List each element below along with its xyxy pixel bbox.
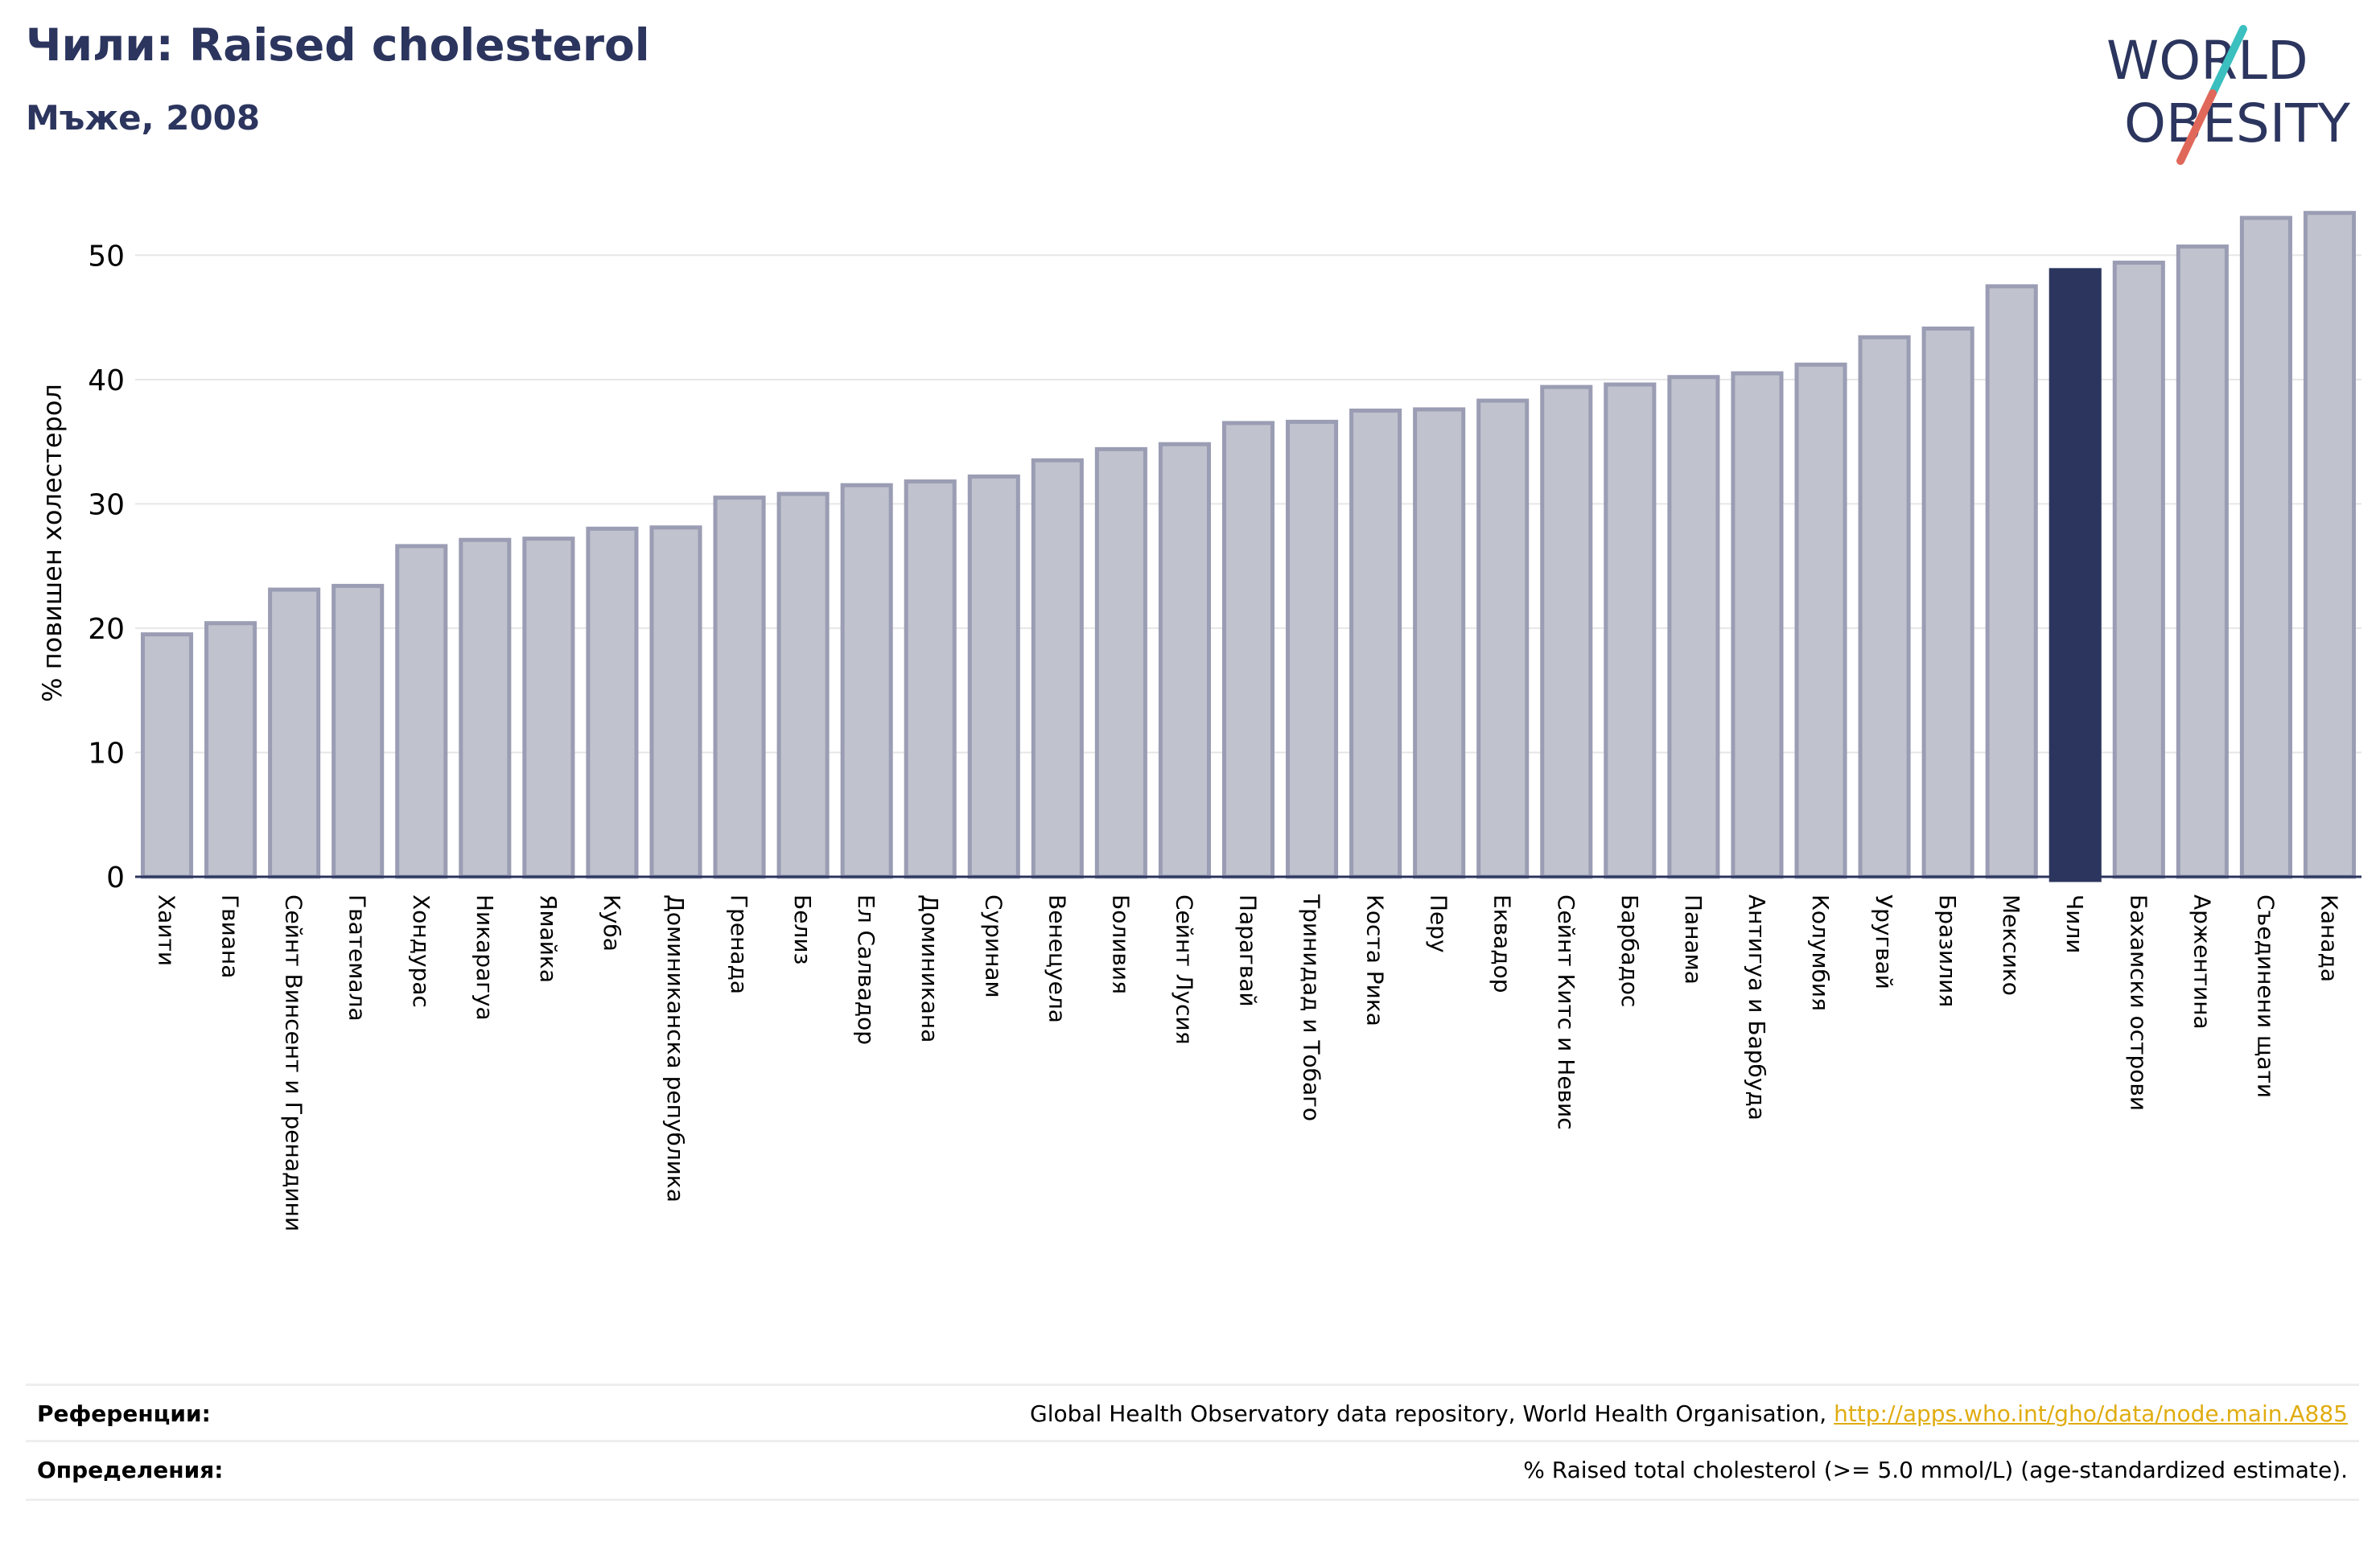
x-tick-label: Антигуа и Барбуда [1744, 894, 1770, 1121]
x-tick-label: Венецуела [1044, 894, 1070, 1023]
x-tick-label: Хондурас [408, 894, 434, 1008]
definitions-label: Определения: [37, 1457, 224, 1483]
bar [1221, 421, 1275, 879]
x-tick-label: Канада [2316, 894, 2342, 982]
sources-value: Global Health Observatory data repositor… [1030, 1400, 2348, 1427]
bar [1858, 335, 1911, 879]
x-tick-label: Хаити [154, 894, 180, 966]
bar [2176, 244, 2229, 879]
bar [1286, 419, 1339, 879]
x-tick-label: Доминикана [916, 894, 943, 1042]
y-tick-label: 50 [88, 240, 125, 273]
x-tick-label: Съединени щати [2252, 894, 2279, 1098]
bar [1604, 382, 1657, 879]
x-tick-label: Чили [2061, 894, 2088, 954]
x-tick-label: Сейнт Винсент и Гренадини [281, 894, 307, 1232]
x-tick-label: Никарагуа [471, 894, 498, 1021]
world-obesity-logo: WORLD OBESITY [2106, 25, 2351, 165]
logo-word-world: WORLD [2106, 30, 2308, 92]
bar [586, 526, 639, 879]
x-tick-label: Сейнт Китс и Невис [1553, 894, 1579, 1130]
x-tick-label: Белиз [789, 894, 816, 964]
x-tick-label: Еквадор [1489, 894, 1516, 993]
x-tick-label: Барбадос [1616, 894, 1643, 1007]
bar-chart: 0 10 20 30 40 50 % повишен холестерол Хаити Гвиа… [37, 211, 2361, 1232]
x-tick-label: Гвиана [217, 894, 244, 978]
x-tick-label: Ямайка [535, 894, 562, 983]
x-tick-label: Суринам [980, 894, 1007, 998]
x-tick-label: Гренада [726, 894, 752, 994]
sources-text: Global Health Observatory data repositor… [1030, 1400, 1834, 1427]
bar [1921, 326, 1974, 879]
bar [713, 495, 766, 879]
bar [1667, 375, 1720, 879]
bar [522, 537, 575, 879]
bar [395, 544, 448, 879]
bar [1985, 284, 2038, 879]
bar [2303, 211, 2357, 879]
x-tick-label: Куба [599, 894, 625, 952]
bar [904, 479, 957, 879]
bar [967, 474, 1020, 879]
sources-link[interactable]: http://apps.who.int/gho/data/node.main.A… [1834, 1400, 2348, 1427]
bar [1476, 398, 1530, 879]
x-tick-label: Бразилия [1934, 894, 1961, 1007]
y-tick-label: 20 [88, 613, 125, 646]
x-tick-label: Доминиканска република [662, 894, 689, 1203]
bar [1794, 362, 1847, 879]
definitions-row: Определения: % Raised total cholesterol … [26, 1440, 2359, 1501]
bar [1094, 446, 1147, 879]
sources-row: Референции: Global Health Observatory da… [26, 1384, 2359, 1442]
logo-word-obesity: OBESITY [2124, 93, 2351, 154]
bar [649, 525, 702, 879]
bar [331, 583, 385, 879]
bar [1413, 407, 1466, 879]
x-tick-label: Бахамски острови [2125, 894, 2151, 1111]
chart-subtitle: Мъже, 2008 [26, 98, 261, 138]
x-tick-label: Боливия [1107, 894, 1134, 994]
bar [2239, 216, 2292, 879]
x-tick-label: Гватемала [344, 894, 371, 1022]
bar [140, 632, 194, 879]
bar [459, 537, 512, 879]
x-tick-label: Уругвай [1871, 894, 1897, 989]
bar [268, 587, 321, 879]
definitions-value: % Raised total cholesterol (>= 5.0 mmol/… [1523, 1457, 2348, 1483]
bar [1031, 458, 1084, 879]
logo-slash-red [2176, 89, 2217, 165]
x-tick-label: Парагвай [1235, 894, 1262, 1007]
y-tick-label: 30 [88, 488, 125, 521]
bar [776, 491, 830, 879]
x-tick-label: Коста Рика [1362, 894, 1389, 1026]
sources-label: Референции: [37, 1400, 211, 1427]
logo-slash-teal [2209, 25, 2247, 97]
x-tick-label: Ел Салвадор [853, 894, 879, 1045]
x-tick-label: Тринидад и Тобаго [1299, 894, 1325, 1121]
x-tick-label: Перу [1426, 894, 1452, 953]
chart-title: Чили: Raised cholesterol [26, 19, 650, 71]
bar [1540, 384, 1593, 879]
y-axis-label: % повишен холестерол [37, 384, 68, 702]
bar [2112, 261, 2165, 879]
x-tick-label: Мексико [1998, 894, 2024, 996]
x-tick-label: Колумбия [1807, 894, 1834, 1011]
bar [204, 621, 257, 879]
y-tick-label: 10 [88, 737, 125, 770]
bar [1731, 371, 1784, 879]
bar [840, 483, 893, 879]
bar [1349, 408, 1402, 879]
y-tick-label: 0 [106, 861, 125, 894]
x-tick-label: Сейнт Лусия [1171, 894, 1197, 1045]
bar [1158, 442, 1211, 879]
x-tick-label: Аржентина [2189, 894, 2215, 1030]
y-tick-label: 40 [88, 364, 125, 397]
x-tick-label: Панама [1680, 894, 1707, 985]
bar-highlight [2049, 268, 2102, 882]
